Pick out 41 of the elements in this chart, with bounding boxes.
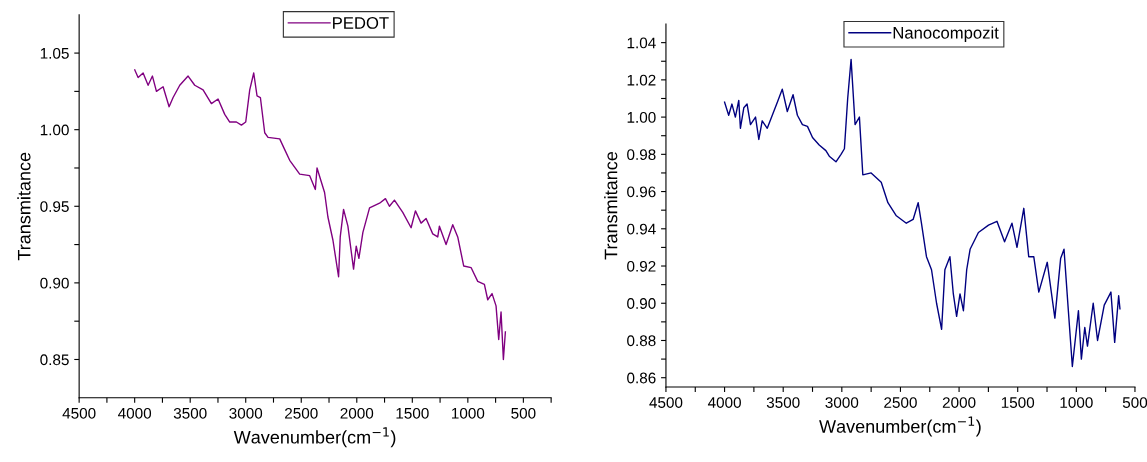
x-tick-label: 4500: [649, 397, 683, 408]
y-tick-label: 0.94: [627, 223, 656, 235]
x-tick-label: 4000: [118, 407, 152, 419]
line-series: [723, 58, 1121, 368]
y-tick-label: 1.00: [627, 111, 656, 123]
x-tick-label: 2000: [340, 407, 374, 419]
x-tick-label: 4500: [62, 407, 96, 419]
y-tick-label: 1.04: [627, 37, 656, 49]
y-tick-label: 0.92: [627, 260, 656, 272]
x-tick-label: 2500: [285, 407, 318, 419]
x-axis-title: Wavenumber(cm$^{−1}$): [233, 427, 396, 448]
y-tick-label: 0.86: [627, 372, 656, 384]
y-tick-label: 0.85: [40, 354, 69, 366]
x-tick-label: 1000: [1060, 397, 1093, 408]
legend-label: Nanocompozit: [893, 26, 999, 42]
x-tick-label: 3500: [766, 397, 800, 408]
y-axis-title: Transmitance: [604, 151, 618, 260]
y-tick-label: 0.90: [627, 298, 656, 309]
y-tick-label: 1.02: [627, 74, 656, 86]
x-axis-title: Wavenumber(cm$^{−1}$): [819, 416, 981, 437]
y-axis-title: Transmitance: [17, 152, 31, 261]
y-tick-label: 0.88: [627, 335, 656, 347]
line-series: [134, 69, 507, 361]
x-tick-label: 1000: [452, 407, 485, 419]
legend-label: PEDOT: [333, 17, 389, 29]
y-tick-label: 0.95: [40, 201, 69, 212]
y-tick-label: 1.05: [40, 47, 69, 59]
x-tick-label: 1500: [1001, 397, 1035, 408]
y-tick-label: 1.00: [40, 124, 69, 136]
y-tick-label: 0.98: [627, 149, 656, 161]
x-tick-label: 2500: [884, 397, 917, 408]
x-tick-label: 3000: [229, 407, 263, 419]
x-tick-label: 3000: [825, 397, 859, 408]
y-tick-label: 0.90: [40, 277, 69, 289]
y-tick-label: 0.96: [627, 186, 656, 198]
x-tick-label: 2000: [942, 397, 976, 408]
x-tick-label: 1500: [396, 407, 429, 419]
x-tick-label: 500: [1122, 397, 1147, 408]
x-tick-label: 3500: [173, 407, 207, 419]
x-tick-label: 500: [511, 407, 536, 419]
x-tick-label: 4000: [707, 397, 741, 408]
